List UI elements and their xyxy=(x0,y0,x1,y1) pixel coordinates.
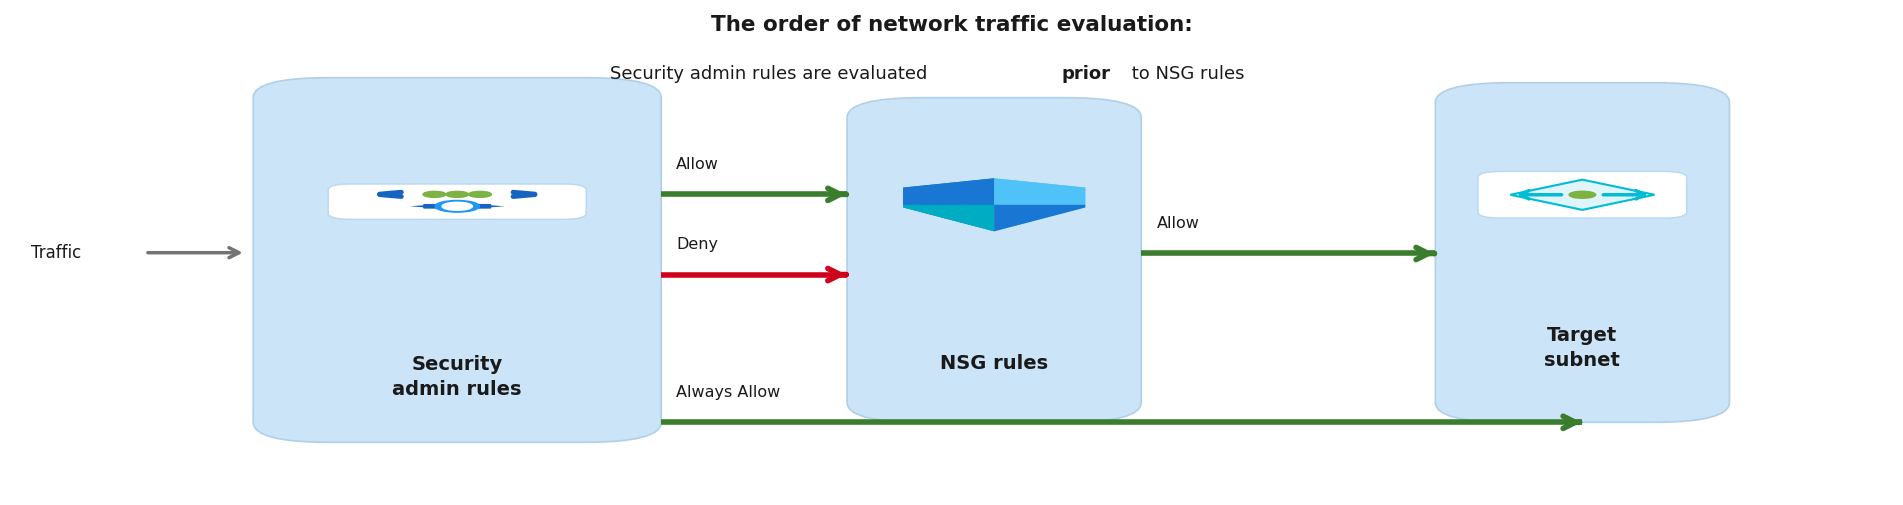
FancyBboxPatch shape xyxy=(327,184,586,219)
Circle shape xyxy=(468,191,491,197)
Circle shape xyxy=(436,200,480,212)
Circle shape xyxy=(1570,191,1597,198)
Polygon shape xyxy=(993,205,1085,231)
Text: Allow: Allow xyxy=(1157,216,1199,231)
Polygon shape xyxy=(904,178,993,205)
Circle shape xyxy=(445,191,468,197)
Text: Deny: Deny xyxy=(676,237,717,252)
Polygon shape xyxy=(904,205,993,231)
Polygon shape xyxy=(993,178,1085,231)
Circle shape xyxy=(422,191,445,197)
Text: to NSG rules: to NSG rules xyxy=(1127,65,1245,83)
FancyBboxPatch shape xyxy=(847,97,1142,422)
Text: The order of network traffic evaluation:: The order of network traffic evaluation: xyxy=(710,15,1193,35)
Polygon shape xyxy=(409,203,504,210)
FancyBboxPatch shape xyxy=(253,78,660,442)
Text: Target
subnet: Target subnet xyxy=(1545,326,1619,370)
Polygon shape xyxy=(904,178,993,231)
Circle shape xyxy=(441,203,472,210)
Text: Security
admin rules: Security admin rules xyxy=(392,355,521,398)
Text: Security admin rules are evaluated: Security admin rules are evaluated xyxy=(609,65,932,83)
FancyBboxPatch shape xyxy=(1435,83,1730,422)
Polygon shape xyxy=(993,178,1085,205)
FancyBboxPatch shape xyxy=(1479,171,1686,218)
Text: Allow: Allow xyxy=(676,157,719,172)
Text: NSG rules: NSG rules xyxy=(940,355,1049,373)
Text: Always Allow: Always Allow xyxy=(676,385,780,400)
Text: Traffic: Traffic xyxy=(30,244,82,262)
Text: prior: prior xyxy=(1062,65,1109,83)
Polygon shape xyxy=(1511,180,1654,210)
